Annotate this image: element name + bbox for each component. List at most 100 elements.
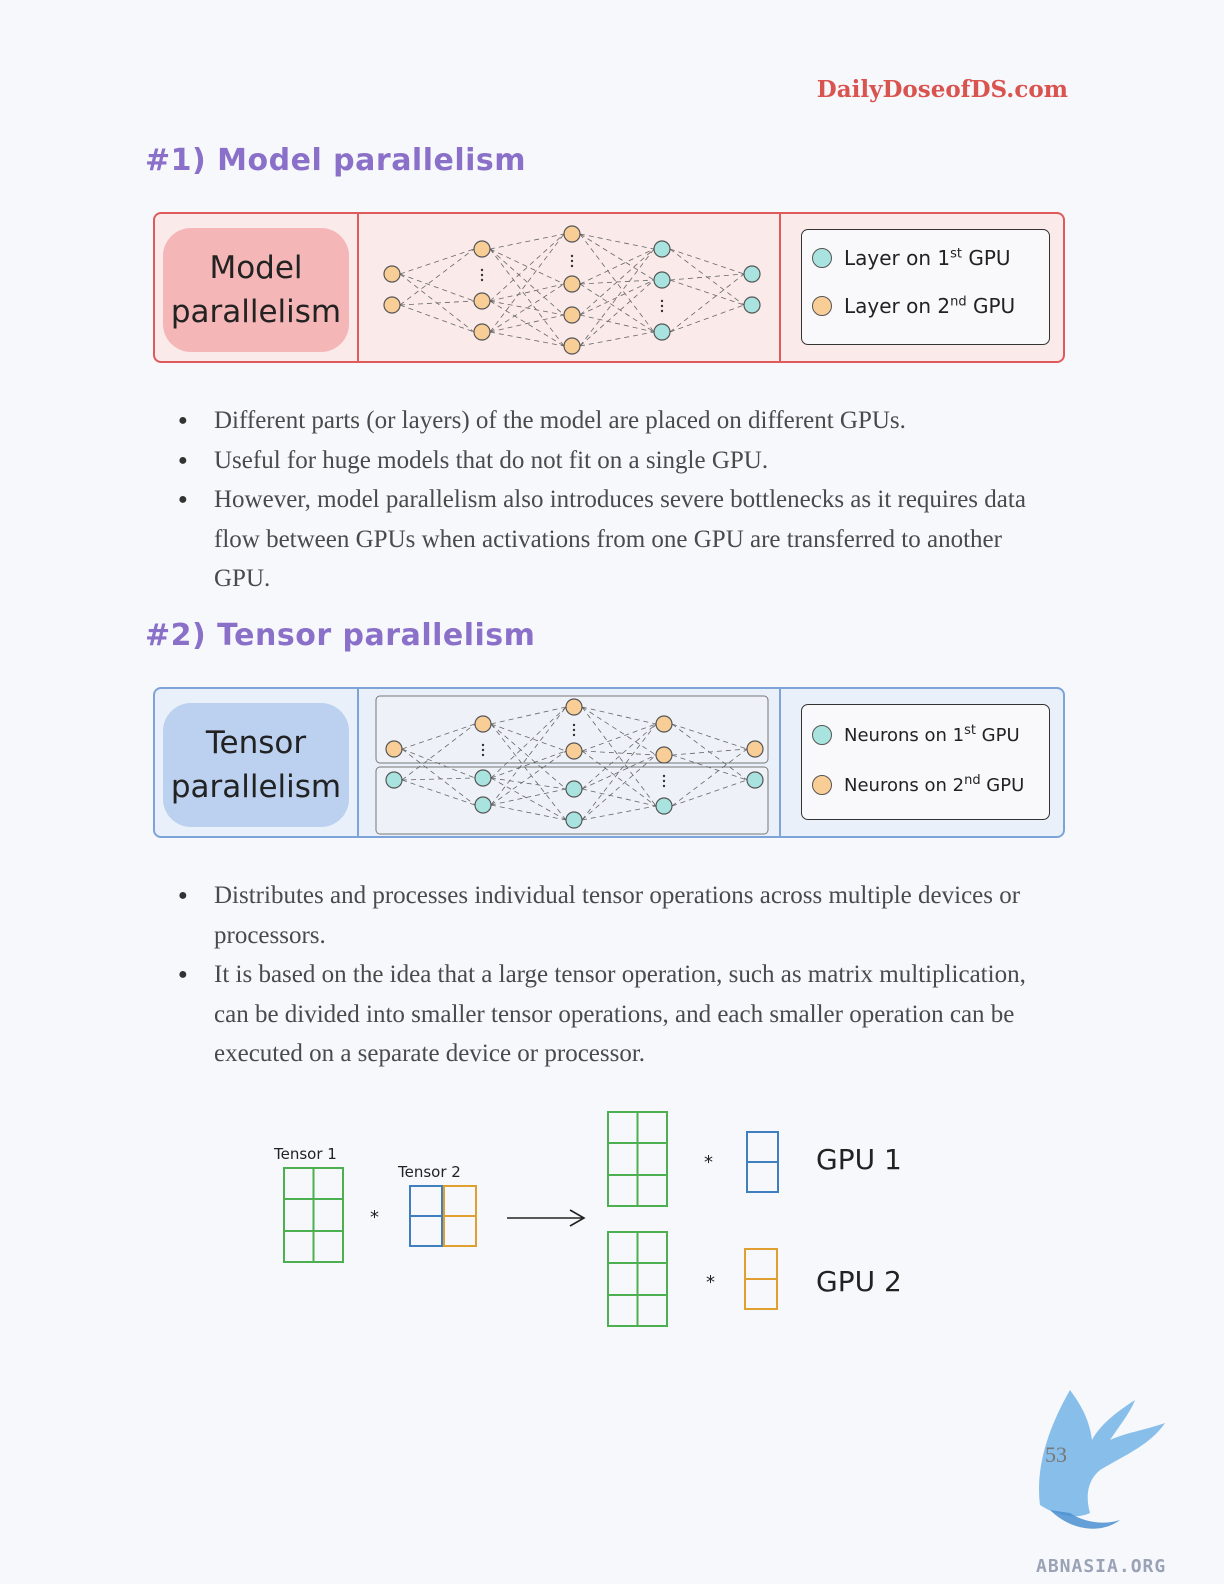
model-parallelism-panel: Model parallelism Layer on 1st GPU Layer… <box>153 212 1065 363</box>
neuron <box>746 740 764 758</box>
neuron <box>474 769 492 787</box>
tensor-parallelism-pill: Tensor parallelism <box>163 703 349 827</box>
ellipsis-dot <box>570 254 574 258</box>
connection-line <box>401 723 476 750</box>
connection-line <box>401 777 476 781</box>
neuron <box>565 811 583 829</box>
connection-line <box>579 314 655 333</box>
connection-line <box>579 283 655 333</box>
list-item: However, model parallelism also introduc… <box>178 480 1038 599</box>
neuron <box>473 240 491 258</box>
connection-line <box>399 248 475 306</box>
neuron <box>565 698 583 716</box>
connection-line <box>490 750 567 779</box>
connection-line <box>490 723 567 790</box>
connection-line <box>671 754 748 781</box>
ellipsis-dot <box>480 278 484 282</box>
connection-line <box>399 300 475 306</box>
legend-text: Neurons on 2nd GPU <box>844 773 1025 796</box>
site-name: DailyDoseofDS.com <box>816 76 1068 103</box>
arrow-icon <box>507 1209 586 1227</box>
neuron <box>743 296 761 314</box>
gpu1-label: GPU 1 <box>816 1143 902 1176</box>
ellipsis-dot <box>572 728 576 732</box>
neuron <box>563 337 581 355</box>
gpu2-label: GPU 2 <box>816 1265 902 1298</box>
neuron <box>385 771 403 789</box>
tensor1-label: Tensor 1 <box>273 1145 337 1163</box>
ellipsis-dot <box>480 268 484 272</box>
connection-line <box>579 331 655 347</box>
connection-line <box>579 233 655 250</box>
pill-line: Model <box>209 250 303 286</box>
model-parallelism-pill: Model parallelism <box>163 228 349 352</box>
ellipsis-dot <box>572 733 576 737</box>
connection-line <box>489 283 565 302</box>
multiply-icon: * <box>704 1152 713 1173</box>
connection-line <box>490 706 567 806</box>
neuron <box>474 715 492 733</box>
connection-line <box>401 723 476 781</box>
group-frame <box>375 695 769 764</box>
connection-line <box>579 233 655 333</box>
ellipsis-dot <box>572 723 576 727</box>
neuron <box>655 797 673 815</box>
tensor-parallelism-panel: Tensor parallelism Neurons on 1st GPU Ne… <box>153 687 1065 838</box>
connection-line <box>490 777 567 790</box>
orange-dot-icon <box>812 774 832 795</box>
ellipsis-dot <box>481 748 485 752</box>
gpu1-tensor-grid <box>607 1111 668 1207</box>
neuron <box>565 742 583 760</box>
teal-dot-icon <box>812 724 832 745</box>
connection-line <box>489 248 565 285</box>
legend-row-first: Neurons on 1st GPU <box>812 723 1020 746</box>
connection-line <box>581 706 657 807</box>
connection-line <box>489 300 565 347</box>
tensor1-grid <box>283 1167 344 1263</box>
connection-line <box>581 723 657 790</box>
connection-line <box>671 723 748 750</box>
multiply-icon: * <box>706 1272 715 1293</box>
neuron <box>383 296 401 314</box>
neuron <box>383 265 401 283</box>
connection-line <box>490 723 567 821</box>
connection-line <box>669 304 745 333</box>
connection-line <box>579 248 655 285</box>
connection-line <box>581 723 657 821</box>
model-parallel-network-diagram <box>383 225 761 355</box>
connection-line <box>671 748 748 756</box>
neuron <box>653 240 671 258</box>
ellipsis-dot <box>480 273 484 277</box>
tensor-split-figure: Tensor 1 Tensor 2 * * GPU 1 * <box>273 1111 902 1327</box>
connection-line <box>581 754 657 821</box>
connection-line <box>490 788 567 806</box>
connection-line <box>401 748 476 779</box>
bird-logo-icon <box>1039 1390 1165 1529</box>
pill-line: Tensor <box>205 725 307 761</box>
connection-line <box>671 748 748 807</box>
connection-line <box>399 273 475 302</box>
bullet-list-model: Different parts (or layers) of the model… <box>178 401 1038 599</box>
list-item: It is based on the idea that a large ten… <box>178 955 1038 1074</box>
connection-line <box>489 314 565 333</box>
orange-dot-icon <box>812 296 832 316</box>
neuron <box>563 275 581 293</box>
neuron <box>473 292 491 310</box>
legend-text: Layer on 2nd GPU <box>844 294 1016 318</box>
connection-line <box>579 248 655 347</box>
connection-line <box>671 779 748 807</box>
section-heading-model-parallelism: #1) Model parallelism <box>145 143 527 178</box>
pill-line: parallelism <box>170 769 342 805</box>
legend-text: Layer on 1st GPU <box>844 246 1011 270</box>
watermark-text: ABNASIA.ORG <box>1036 1556 1167 1577</box>
ellipsis-dot <box>662 774 666 778</box>
gpu2-tensor-grid <box>607 1231 668 1327</box>
connection-line <box>489 233 565 333</box>
connection-line <box>581 750 657 807</box>
tensor2-grid <box>409 1185 477 1247</box>
connection-line <box>489 233 565 250</box>
connection-line <box>669 279 745 306</box>
connection-line <box>399 248 475 275</box>
tensor2-label: Tensor 2 <box>397 1163 461 1181</box>
connection-line <box>489 233 565 302</box>
